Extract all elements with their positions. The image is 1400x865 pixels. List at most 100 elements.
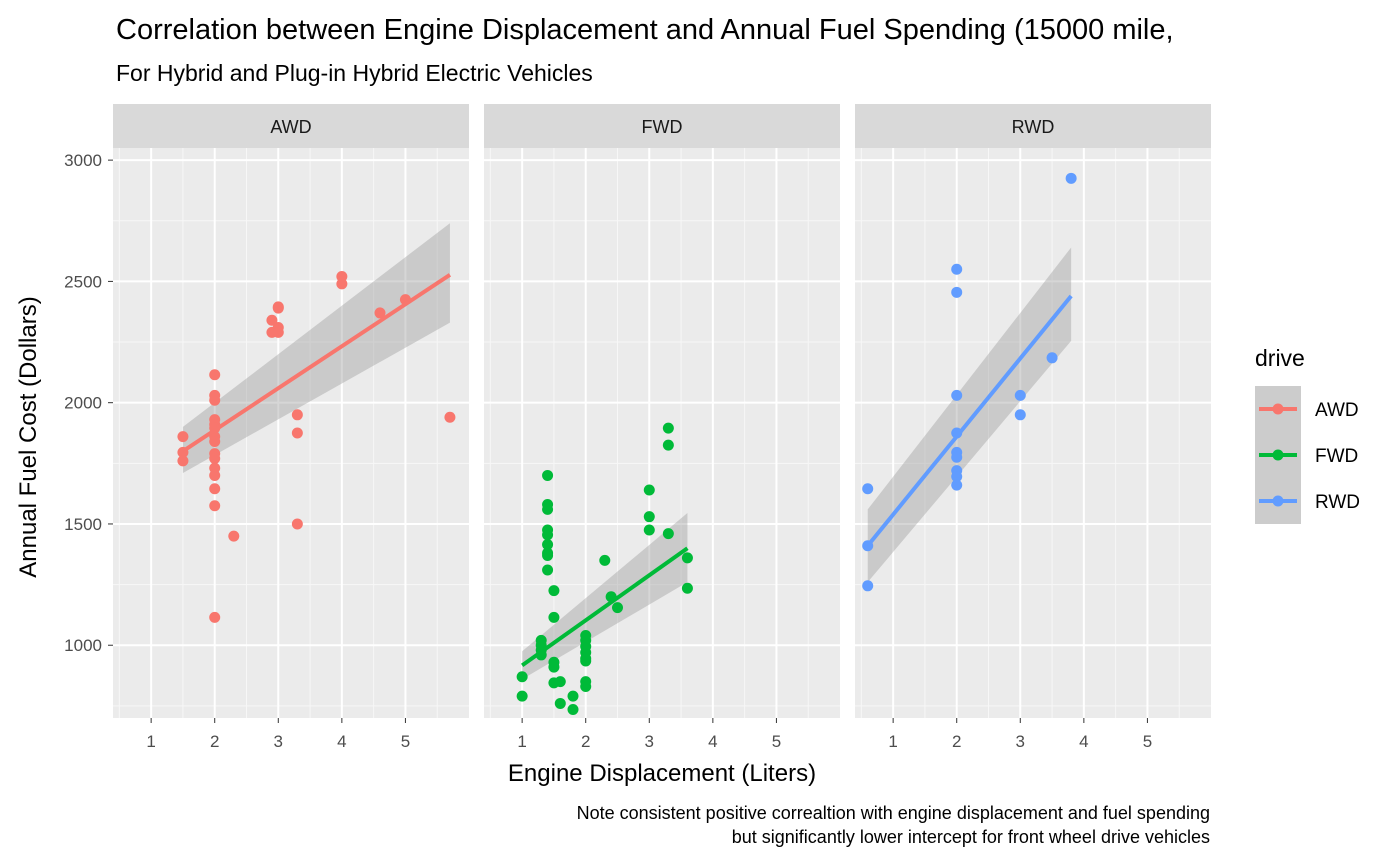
data-point-fwd <box>548 661 560 673</box>
data-point-fwd <box>681 582 693 594</box>
data-point-rwd <box>862 483 874 495</box>
strip-rwd <box>855 104 1211 148</box>
x-tick-label: 4 <box>708 732 717 751</box>
data-point-awd <box>272 326 284 338</box>
legend-label: RWD <box>1315 492 1360 513</box>
x-tick-label: 3 <box>274 732 283 751</box>
data-point-awd <box>291 518 303 530</box>
data-point-fwd <box>554 697 566 709</box>
data-point-rwd <box>862 580 874 592</box>
x-tick-label: 1 <box>517 732 526 751</box>
data-point-awd <box>209 435 221 447</box>
y-tick-label: 3000 <box>64 151 102 170</box>
data-point-fwd <box>662 528 674 540</box>
data-point-awd <box>209 369 221 381</box>
x-tick-label: 1 <box>888 732 897 751</box>
data-point-fwd <box>542 529 554 541</box>
x-tick-label: 3 <box>645 732 654 751</box>
data-point-rwd <box>1065 172 1077 184</box>
x-tick-label: 5 <box>1143 732 1152 751</box>
data-point-fwd <box>681 552 693 564</box>
chart-title: Correlation between Engine Displacement … <box>116 14 1174 46</box>
data-point-awd <box>209 500 221 512</box>
data-point-awd <box>177 431 189 443</box>
trend-line-awd <box>181 273 452 453</box>
data-point-fwd <box>612 602 623 614</box>
x-tick-label: 4 <box>1079 732 1088 751</box>
legend-label: AWD <box>1315 400 1359 421</box>
data-point-awd <box>291 409 303 421</box>
panel-rwd: RWD 1 2 3 4 5 <box>855 104 1211 751</box>
legend-item-fwd: FWD <box>1255 432 1358 478</box>
data-point-fwd <box>643 511 655 523</box>
trend-line-rwd <box>866 294 1073 548</box>
y-tick-label: 2000 <box>64 394 102 413</box>
data-point-rwd <box>1014 409 1026 421</box>
x-tick-label: 4 <box>337 732 346 751</box>
data-point-fwd <box>542 539 554 551</box>
legend: drive AWD FWD RWD <box>1255 345 1360 524</box>
data-point-awd <box>177 455 189 467</box>
data-point-rwd <box>951 471 963 483</box>
data-point-awd <box>209 611 221 623</box>
data-point-rwd <box>951 451 963 463</box>
legend-key-point <box>1272 495 1284 507</box>
data-point-awd <box>209 394 221 406</box>
data-point-rwd <box>951 263 963 275</box>
panel-fwd: FWD 1 2 3 4 5 <box>484 104 840 751</box>
data-point-fwd <box>580 655 592 667</box>
caption-line-2: but significantly lower intercept for fr… <box>732 827 1210 847</box>
x-tick-label: 1 <box>146 732 155 751</box>
data-point-rwd <box>1014 389 1026 401</box>
x-tick-label: 2 <box>210 732 219 751</box>
panel-background <box>855 148 1211 718</box>
x-tick-label: 3 <box>1016 732 1025 751</box>
legend-key-point <box>1272 449 1284 461</box>
data-point-awd <box>209 469 221 481</box>
strip-label-awd: AWD <box>270 117 311 137</box>
data-point-fwd <box>662 439 674 451</box>
y-axis-title: Annual Fuel Cost (Dollars) <box>15 296 42 577</box>
data-point-fwd <box>548 585 560 597</box>
data-point-fwd <box>542 549 554 561</box>
data-point-rwd <box>1046 352 1058 364</box>
data-point-fwd <box>643 524 655 536</box>
facet-panels: AWD 1 2 3 4 5 FWD 1 2 3 4 5 RWD 1 2 3 4 5 <box>113 104 1211 751</box>
strip-awd <box>113 104 469 148</box>
legend-label: FWD <box>1315 446 1358 467</box>
confidence-band-rwd <box>867 247 1072 583</box>
data-point-rwd <box>951 286 963 298</box>
x-axis-title: Engine Displacement (Liters) <box>508 760 816 787</box>
x-tick-label: 5 <box>401 732 410 751</box>
data-point-awd <box>209 452 221 464</box>
panel-background <box>484 148 840 718</box>
data-point-fwd <box>516 690 528 702</box>
data-point-rwd <box>951 479 963 491</box>
data-point-fwd <box>580 680 592 692</box>
data-point-fwd <box>542 503 554 515</box>
data-point-awd <box>444 411 456 423</box>
legend-title: drive <box>1255 345 1305 371</box>
trend-line-fwd <box>520 546 689 667</box>
data-point-fwd <box>662 422 674 434</box>
strip-label-rwd: RWD <box>1012 117 1055 137</box>
chart-subtitle: For Hybrid and Plug-in Hybrid Electric V… <box>116 60 593 86</box>
data-point-fwd <box>567 690 579 702</box>
data-point-fwd <box>643 484 655 496</box>
legend-item-awd: AWD <box>1255 386 1359 432</box>
y-tick-label: 2500 <box>64 272 102 291</box>
data-point-awd <box>209 483 221 495</box>
legend-item-rwd: RWD <box>1255 478 1360 524</box>
caption-line-1: Note consistent positive correaltion wit… <box>577 803 1210 823</box>
strip-fwd <box>484 104 840 148</box>
legend-key-point <box>1272 403 1284 415</box>
data-point-awd <box>266 314 278 326</box>
data-point-rwd <box>951 389 963 401</box>
data-point-awd <box>336 278 348 290</box>
data-point-fwd <box>548 611 560 623</box>
data-point-fwd <box>554 676 566 688</box>
data-point-awd <box>272 302 284 314</box>
data-point-fwd <box>516 671 528 683</box>
x-tick-label: 5 <box>772 732 781 751</box>
